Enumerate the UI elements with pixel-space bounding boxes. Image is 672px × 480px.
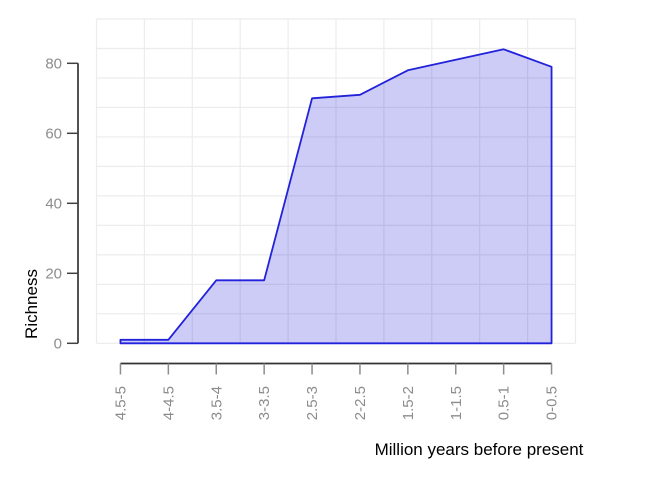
y-tick-label: 20 xyxy=(45,265,62,282)
y-tick-label: 0 xyxy=(54,335,62,352)
y-axis-title: Richness xyxy=(22,269,41,339)
x-tick-label: 1-1.5 xyxy=(448,386,465,420)
x-tick-label: 4.5-5 xyxy=(112,386,129,420)
x-tick-label: 4-4.5 xyxy=(160,386,177,420)
y-tick-label: 40 xyxy=(45,195,62,212)
series-layer xyxy=(119,48,553,345)
x-tick-label: 3.5-4 xyxy=(208,386,225,420)
x-tick-label: 1.5-2 xyxy=(400,386,417,420)
richness-area-polygon xyxy=(119,48,553,345)
y-tick-label: 80 xyxy=(45,55,62,72)
y-tick-label: 60 xyxy=(45,125,62,142)
x-tick-label: 2.5-3 xyxy=(304,386,321,420)
tick-label-layer: 0 20 40 60 80 4.5-5 4-4.5 3.5-4 3-3.5 2.5-3 2-2.5 1… xyxy=(45,55,560,420)
x-tick-label: 3-3.5 xyxy=(256,386,273,420)
x-tick-label: 0-0.5 xyxy=(544,386,561,420)
x-axis-title: Million years before present xyxy=(375,440,584,459)
axis-layer xyxy=(67,62,553,375)
x-tick-label: 2-2.5 xyxy=(352,386,369,420)
x-tick-label: 0.5-1 xyxy=(496,386,513,420)
